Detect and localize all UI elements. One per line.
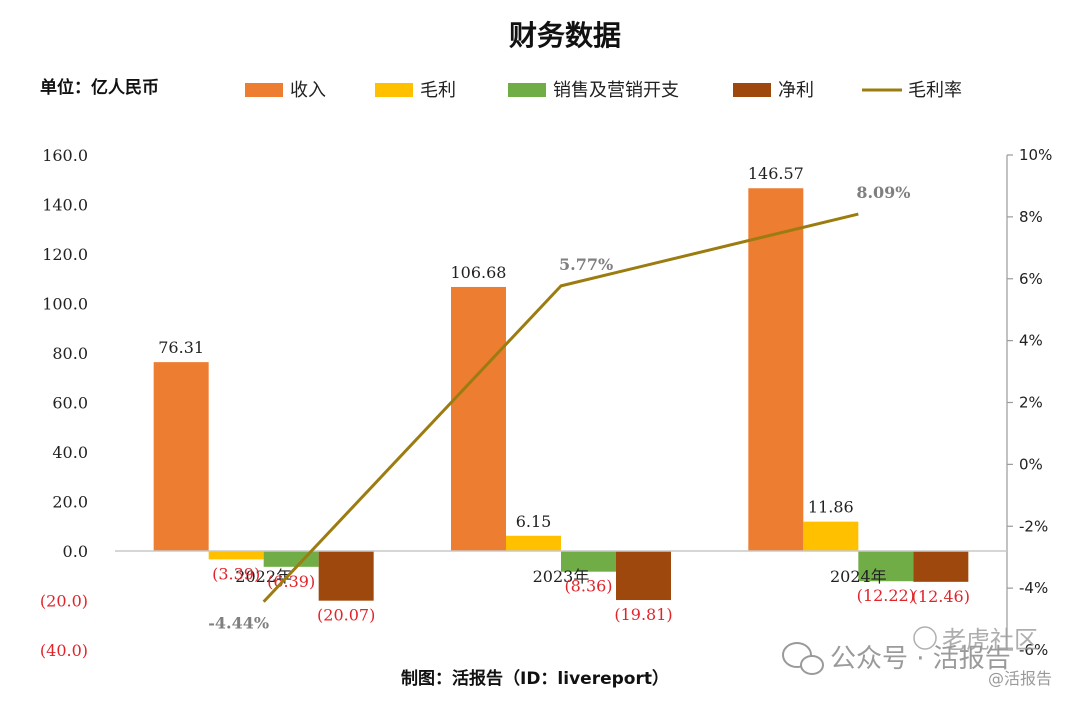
- right-tick-label: 6%: [1019, 270, 1043, 288]
- data-label-3-2: (8.36): [564, 577, 612, 596]
- left-tick-label: (20.0): [40, 592, 88, 611]
- legend-swatch-3: [508, 83, 546, 97]
- right-tick-label: 0%: [1019, 455, 1043, 473]
- right-axis: 10% 8% 6% 4% 2% 0% -2% -4% -6%: [1006, 146, 1052, 659]
- unit-label: 单位：亿人民币: [40, 77, 159, 98]
- legend-label-4: 净利: [778, 80, 814, 101]
- bar-1-2: [451, 286, 506, 551]
- legend: 收入 毛利 销售及营销开支 净利 毛利率: [245, 80, 962, 101]
- data-label-1-1: 76.31: [158, 338, 204, 357]
- data-labels: 76.31(3.39) (6.39)(20.07)106.686.15(8.36)…: [158, 164, 970, 624]
- category-labels: 2022年 2023年 2024年: [235, 567, 886, 586]
- right-tick-label: -4%: [1019, 579, 1048, 597]
- data-label-4-2: (19.81): [614, 605, 672, 624]
- category-label-1: 2022年: [235, 567, 292, 586]
- bar-3-1: [263, 551, 319, 567]
- bar-4-1: [318, 551, 374, 601]
- left-tick-label: 20.0: [52, 493, 88, 512]
- left-axis: 160.0 140.0 120.0 100.0 80.0 60.0 40.0 20.0 0.0 (…: [40, 146, 88, 660]
- data-label-3-3: (12.22): [857, 586, 915, 605]
- bar-series: [153, 188, 969, 601]
- right-tick-label: 4%: [1019, 332, 1043, 350]
- left-tick-label: (40.0): [40, 641, 88, 660]
- watermark-handle: @活报告: [988, 669, 1052, 688]
- bar-4-2: [616, 551, 671, 601]
- right-tick-label: 2%: [1019, 394, 1043, 412]
- left-tick-label: 0.0: [63, 542, 88, 561]
- right-tick-label: -6%: [1019, 641, 1048, 659]
- watermark-wechat: 公众号 · 活报告: [830, 644, 1011, 674]
- legend-swatch-1: [245, 83, 283, 97]
- left-tick-label: 120.0: [42, 245, 88, 264]
- line-series: -4.44% 5.77% 8.09%: [208, 183, 910, 633]
- bar-2-1: [208, 551, 264, 560]
- left-tick-label: 60.0: [52, 394, 88, 413]
- bar-2-2: [506, 535, 561, 551]
- legend-swatch-2: [375, 83, 413, 97]
- data-label-1-3: 146.57: [748, 164, 804, 183]
- legend-label-2: 毛利: [420, 80, 456, 101]
- data-label-2-1: (3.39): [212, 564, 260, 583]
- right-tick-label: 10%: [1019, 146, 1052, 164]
- watermark: 公众号 · 活报告 老虎社区 @活报告: [782, 626, 1052, 688]
- data-label-4-1: (20.07): [317, 606, 375, 625]
- left-tick-label: 80.0: [52, 344, 88, 363]
- right-tick-label: 8%: [1019, 208, 1043, 226]
- line-gross-margin: [262, 212, 859, 603]
- right-tick-label: -2%: [1019, 517, 1048, 535]
- footer-credit: 制图：活报告（ID：livereport）: [401, 668, 669, 689]
- bar-1-3: [748, 188, 804, 551]
- left-tick-label: 160.0: [42, 146, 88, 165]
- line-label-2: 5.77%: [559, 255, 613, 274]
- line-label-3: 8.09%: [856, 183, 910, 202]
- legend-label-line: 毛利率: [908, 80, 962, 101]
- left-tick-label: 40.0: [52, 443, 88, 462]
- left-tick-label: 100.0: [42, 295, 88, 314]
- legend-label-1: 收入: [290, 80, 326, 101]
- category-label-3: 2024年: [830, 567, 887, 586]
- bar-4-3: [913, 551, 969, 582]
- data-label-2-2: 6.15: [516, 512, 552, 531]
- tiger-logo-icon: [913, 626, 937, 650]
- watermark-brand: 老虎社区: [942, 626, 1038, 654]
- chart-title: 财务数据: [509, 19, 621, 52]
- bar-3-2: [561, 551, 616, 572]
- legend-label-3: 销售及营销开支: [553, 80, 679, 101]
- data-label-1-2: 106.68: [451, 263, 507, 282]
- category-label-2: 2023年: [533, 567, 590, 586]
- bar-2-3: [803, 521, 859, 551]
- line-label-1: -4.44%: [208, 614, 269, 633]
- legend-swatch-4: [733, 83, 771, 97]
- data-label-4-3: (12.46): [912, 587, 970, 606]
- wechat-icon: [782, 642, 824, 675]
- bar-3-3: [858, 551, 914, 582]
- bar-1-1: [153, 362, 209, 551]
- left-tick-label: 140.0: [42, 196, 88, 215]
- data-label-2-3: 11.86: [808, 498, 854, 517]
